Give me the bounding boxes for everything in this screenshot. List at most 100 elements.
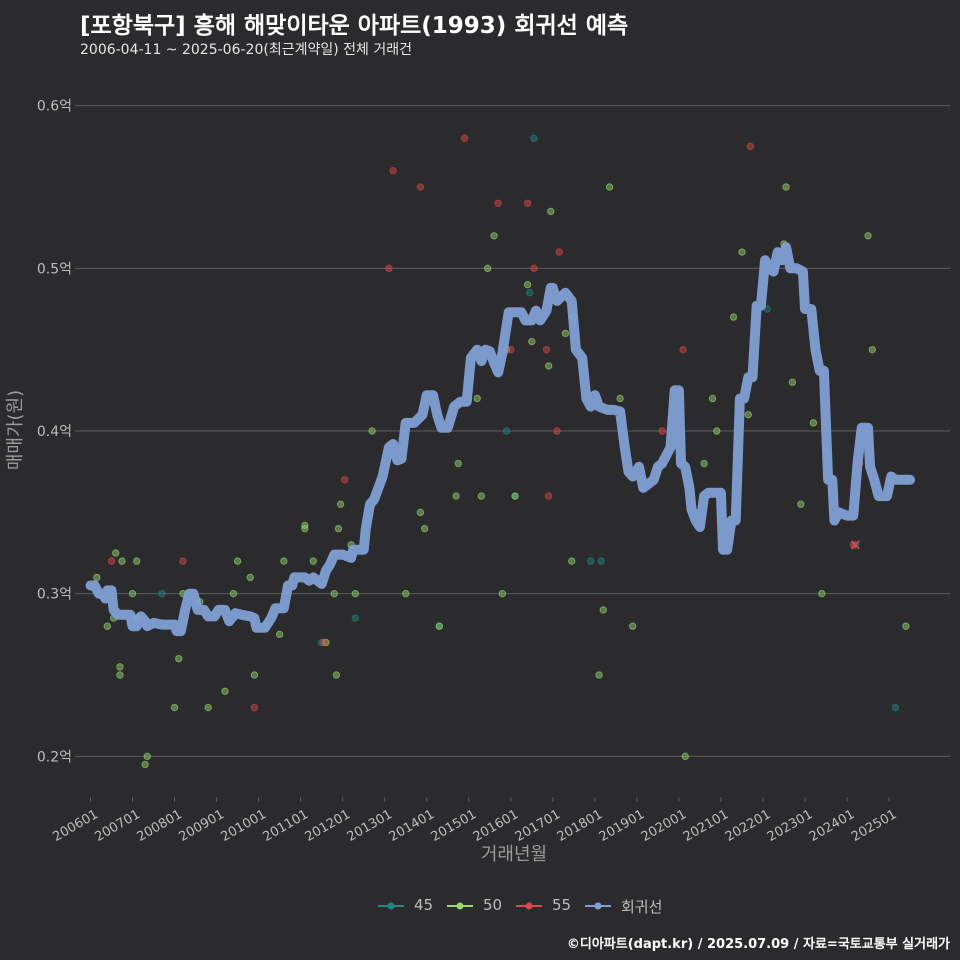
- data-point-50: [416, 508, 425, 517]
- data-point-50: [700, 459, 708, 468]
- data-point-50: [143, 752, 151, 761]
- source-credit: ©디아파트(dapt.kr) / 2025.07.09 / 자료=국토교통부 실…: [566, 937, 950, 952]
- trend-line: [85, 242, 916, 637]
- data-point-50: [902, 622, 910, 630]
- data-point-55: [460, 134, 469, 142]
- data-point-50: [93, 573, 101, 582]
- data-point-50: [561, 329, 570, 338]
- data-point-50: [233, 557, 242, 565]
- data-point-55: [544, 492, 553, 500]
- y-tick-label: 0.6억: [37, 99, 72, 115]
- data-point-50: [322, 638, 330, 647]
- legend-swatch-45: [387, 902, 395, 910]
- data-point-50: [498, 589, 507, 598]
- data-point-50: [112, 549, 120, 557]
- chart-subtitle: 2006-04-11 ~ 2025-06-20(최근계약일) 전체 거래건: [80, 42, 412, 58]
- data-point-50: [116, 663, 124, 671]
- legend-item-55[interactable]: 55: [516, 896, 571, 916]
- x-tick-label: 200701: [92, 807, 142, 845]
- data-point-50: [435, 622, 444, 630]
- legend-swatch-50: [456, 902, 464, 910]
- data-point-45: [158, 589, 166, 598]
- data-point-50: [490, 232, 498, 240]
- data-point-55: [507, 345, 515, 354]
- y-axis-ticks: 0.2억 0.3억 0.4억 0.5억 0.6억: [37, 99, 80, 765]
- data-point-50: [246, 573, 254, 582]
- data-point-50: [818, 589, 826, 598]
- data-point-50: [301, 521, 309, 530]
- data-point-45: [597, 557, 605, 565]
- data-point-50: [547, 207, 555, 216]
- data-point-55: [555, 248, 563, 256]
- data-point-50: [368, 427, 376, 435]
- data-point-50: [402, 589, 410, 598]
- data-point-45: [502, 427, 511, 435]
- trend-layer: [85, 242, 916, 637]
- data-point-50: [744, 411, 752, 419]
- legend-label-45: 45: [414, 896, 434, 914]
- data-point-55: [179, 557, 187, 565]
- data-point-50: [868, 345, 876, 354]
- legend-swatch-trend: [594, 902, 602, 910]
- data-point-50: [483, 264, 492, 273]
- data-point-50: [523, 280, 532, 289]
- data-point-55: [530, 264, 538, 273]
- data-point-55: [385, 264, 393, 273]
- data-point-55: [494, 199, 502, 207]
- x-axis-label: 거래년월: [481, 844, 547, 865]
- data-point-55: [389, 167, 397, 175]
- data-point-45: [526, 289, 534, 297]
- x-tick-label: 201201: [303, 807, 353, 845]
- y-tick-label: 0.4억: [37, 424, 72, 440]
- data-point-55: [542, 345, 551, 354]
- data-point-50: [738, 248, 746, 256]
- data-point-50: [332, 671, 341, 679]
- data-point-50: [275, 630, 284, 639]
- data-point-50: [595, 671, 603, 679]
- data-point-45: [586, 557, 595, 565]
- x-tick-label: 202201: [723, 807, 773, 845]
- x-tick-label: 201001: [219, 807, 269, 845]
- grid-lines: [80, 105, 950, 757]
- data-point-50: [330, 589, 338, 598]
- data-point-45: [351, 614, 359, 622]
- data-point-50: [229, 589, 238, 598]
- x-tick-label: 202501: [849, 807, 899, 845]
- data-point-50: [336, 500, 345, 508]
- data-point-50: [708, 394, 717, 403]
- x-tick-label: 202001: [639, 807, 689, 845]
- data-point-50: [729, 313, 738, 321]
- data-point-55: [341, 476, 349, 484]
- x-tick-label: 202101: [681, 807, 731, 845]
- data-point-50: [528, 337, 536, 346]
- legend-label-trend: 회귀선: [621, 898, 663, 916]
- legend-item-50[interactable]: 50: [447, 896, 502, 916]
- data-point-50: [250, 671, 259, 679]
- x-tick-label: 200601: [50, 807, 100, 845]
- data-point-50: [511, 492, 519, 500]
- data-point-45: [891, 703, 900, 712]
- data-point-50: [280, 557, 288, 565]
- data-point-50: [628, 622, 637, 630]
- data-point-45: [530, 134, 538, 142]
- legend-item-trend[interactable]: 회귀선: [585, 896, 662, 916]
- data-point-55: [849, 541, 858, 549]
- data-point-50: [782, 183, 790, 191]
- legend-item-45[interactable]: 45: [378, 896, 433, 916]
- data-point-55: [250, 703, 259, 712]
- x-axis-ticks: 2006012007012008012009012010012011012012…: [50, 797, 899, 845]
- data-point-50: [616, 394, 624, 403]
- data-point-55: [553, 427, 561, 435]
- data-point-50: [605, 183, 614, 191]
- data-point-50: [351, 589, 359, 598]
- x-tick-label: 202401: [807, 807, 857, 845]
- data-point-50: [309, 557, 317, 565]
- data-point-50: [544, 362, 553, 370]
- x-tick-label: 200901: [177, 807, 227, 845]
- data-point-55: [107, 557, 116, 565]
- data-point-50: [116, 671, 124, 679]
- data-point-50: [681, 752, 689, 761]
- data-point-50: [175, 655, 183, 663]
- data-point-50: [128, 589, 137, 598]
